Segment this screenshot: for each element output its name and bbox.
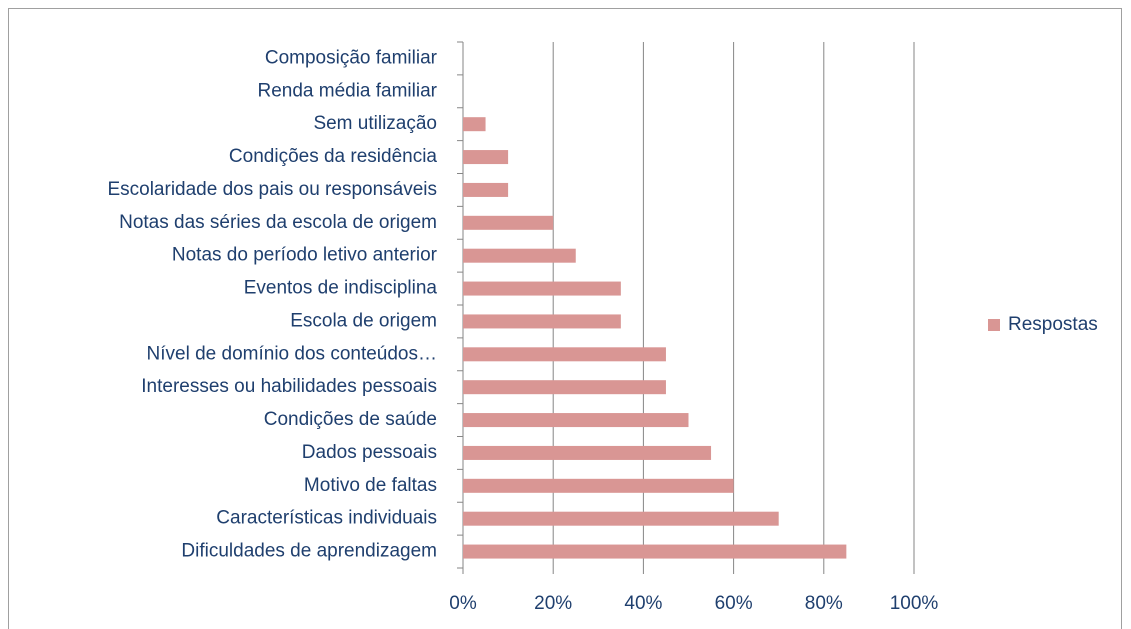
y-tick-label: Condições da residência [229, 146, 438, 167]
bar [463, 478, 734, 493]
bar [463, 117, 486, 132]
bar [463, 150, 509, 165]
y-tick-label: Eventos de indisciplina [244, 278, 438, 299]
bar [463, 182, 509, 197]
bar [463, 248, 576, 263]
legend-swatch [988, 319, 1000, 331]
bar [463, 380, 666, 395]
y-tick-label: Características individuais [216, 508, 437, 529]
bar [463, 445, 712, 460]
y-tick-label: Escolaridade dos pais ou responsáveis [107, 179, 437, 200]
y-tick-label: Nível de domínio dos conteúdos… [147, 343, 437, 364]
x-tick-label: 40% [624, 593, 662, 614]
y-tick-label: Composição familiar [265, 47, 438, 68]
legend-label: Respostas [1008, 314, 1098, 335]
chart-frame [8, 8, 1122, 629]
y-tick-label: Renda média familiar [257, 80, 437, 101]
x-tick-label: 100% [890, 593, 939, 614]
bar [463, 544, 847, 559]
y-tick-label: Notas das séries da escola de origem [119, 212, 437, 233]
bar [463, 281, 621, 296]
x-tick-label: 60% [715, 593, 753, 614]
y-tick-label: Motivo de faltas [304, 475, 437, 496]
y-tick-label: Interesses ou habilidades pessoais [141, 376, 437, 397]
bar [463, 413, 689, 428]
x-tick-label: 80% [805, 593, 843, 614]
bar [463, 347, 666, 362]
y-tick-label: Dificuldades de aprendizagem [181, 541, 437, 562]
y-tick-label: Escola de origem [290, 310, 437, 331]
x-tick-label: 0% [449, 593, 477, 614]
bar [463, 314, 621, 329]
x-tick-label: 20% [534, 593, 572, 614]
y-tick-label: Dados pessoais [302, 442, 437, 463]
bar [463, 215, 554, 230]
y-tick-label: Condições de saúde [264, 409, 437, 430]
y-tick-label: Sem utilização [313, 113, 437, 134]
y-tick-label: Notas do período letivo anterior [172, 245, 438, 266]
bar [463, 511, 779, 526]
